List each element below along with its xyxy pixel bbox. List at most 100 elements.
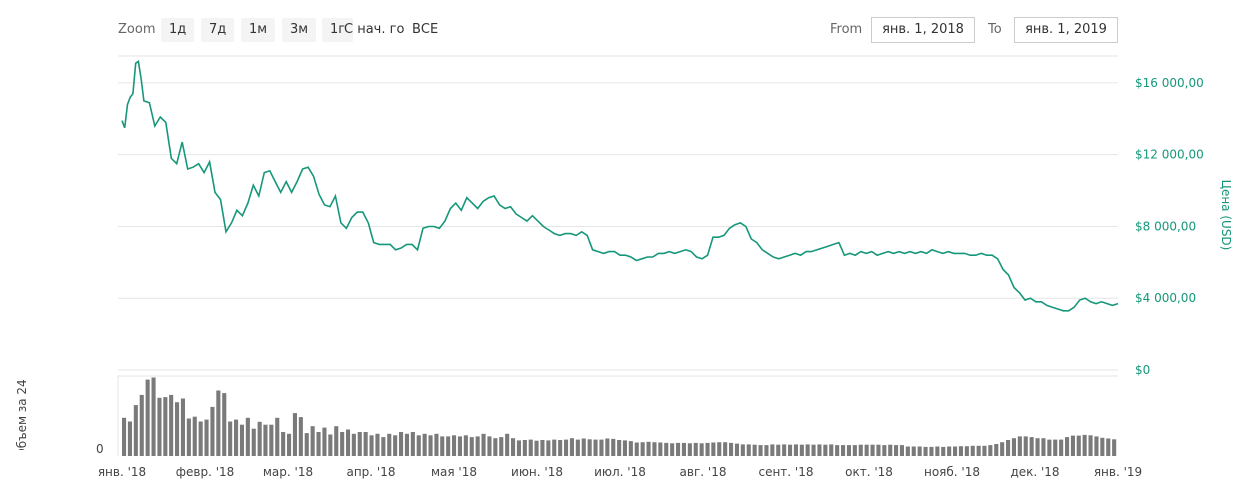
volume-bar bbox=[729, 442, 734, 456]
volume-bar bbox=[1059, 439, 1064, 456]
volume-bar bbox=[186, 418, 191, 456]
price-y-tick-label: $8 000,00 bbox=[1135, 219, 1196, 233]
x-tick-label: нояб. '18 bbox=[924, 465, 980, 479]
volume-bar bbox=[835, 445, 840, 456]
zoom-1y-button[interactable]: 1г bbox=[322, 18, 354, 42]
volume-bar bbox=[805, 444, 810, 456]
volume-bar bbox=[522, 440, 527, 456]
volume-bar bbox=[905, 446, 910, 456]
volume-bar bbox=[664, 442, 669, 456]
volume-bar bbox=[322, 427, 327, 456]
volume-bar bbox=[864, 444, 869, 456]
volume-bar bbox=[239, 424, 244, 456]
volume-bar bbox=[941, 446, 946, 456]
from-date-input[interactable] bbox=[871, 17, 975, 43]
volume-bar bbox=[988, 445, 993, 456]
volume-bar bbox=[758, 445, 763, 456]
volume-bar bbox=[687, 443, 692, 456]
volume-bar bbox=[634, 442, 639, 456]
volume-bar bbox=[175, 402, 180, 456]
zoom-all-button[interactable]: ВСЕ bbox=[412, 22, 439, 37]
volume-bar bbox=[457, 436, 462, 456]
volume-bar bbox=[228, 421, 233, 456]
x-tick-label: окт. '18 bbox=[845, 465, 893, 479]
volume-bar bbox=[764, 445, 769, 456]
volume-bar bbox=[876, 444, 881, 456]
volume-title-svg: Объем за 24ч bbox=[15, 372, 29, 457]
volume-bar bbox=[746, 444, 751, 456]
volume-bar bbox=[858, 444, 863, 456]
zoom-ytd-button[interactable]: С нач. го bbox=[344, 22, 405, 37]
volume-bar bbox=[469, 437, 474, 456]
volume-bar bbox=[145, 379, 150, 456]
volume-bar bbox=[605, 438, 610, 456]
volume-bar bbox=[1029, 437, 1034, 456]
volume-bar bbox=[340, 432, 345, 456]
volume-bar bbox=[964, 446, 969, 456]
volume-bar bbox=[222, 393, 227, 456]
volume-zero-tick: 0 bbox=[96, 442, 104, 456]
volume-bar bbox=[1023, 436, 1028, 456]
to-date-input[interactable] bbox=[1014, 17, 1118, 43]
x-tick-label: июн. '18 bbox=[511, 465, 563, 479]
volume-bar bbox=[334, 426, 339, 456]
volume-bar bbox=[487, 436, 492, 456]
zoom-7d-button[interactable]: 7д bbox=[201, 18, 235, 42]
volume-bar bbox=[180, 398, 185, 456]
volume-bar bbox=[811, 444, 816, 456]
volume-bar bbox=[399, 432, 404, 456]
volume-bar bbox=[216, 390, 221, 456]
volume-bar bbox=[841, 445, 846, 456]
volume-axis-label: Объем за 24ч bbox=[15, 380, 29, 450]
volume-bar bbox=[681, 442, 686, 456]
volume-bar bbox=[734, 443, 739, 456]
volume-bar bbox=[711, 442, 716, 456]
volume-bar bbox=[381, 437, 386, 456]
volume-bar bbox=[263, 424, 268, 456]
volume-bar bbox=[281, 432, 286, 456]
volume-bar bbox=[776, 444, 781, 456]
volume-bar bbox=[192, 416, 197, 456]
volume-bar bbox=[287, 433, 292, 456]
volume-bar bbox=[752, 444, 757, 456]
volume-bar bbox=[929, 446, 934, 456]
volume-bar bbox=[693, 442, 698, 456]
volume-bar bbox=[316, 432, 321, 456]
volume-bar bbox=[917, 446, 922, 456]
volume-bar bbox=[575, 439, 580, 456]
volume-bar bbox=[740, 444, 745, 456]
zoom-1m-button[interactable]: 1м bbox=[241, 18, 276, 42]
volume-bar bbox=[676, 442, 681, 456]
volume-bar bbox=[870, 444, 875, 456]
volume-bar bbox=[298, 417, 303, 456]
volume-bar bbox=[622, 440, 627, 456]
volume-bar bbox=[569, 438, 574, 456]
volume-bar bbox=[493, 438, 498, 456]
volume-bar bbox=[133, 405, 138, 456]
volume-bar bbox=[882, 445, 887, 456]
volume-bar bbox=[416, 435, 421, 456]
volume-bar bbox=[888, 444, 893, 456]
zoom-3m-button[interactable]: 3м bbox=[282, 18, 317, 42]
volume-bar bbox=[953, 446, 958, 456]
to-label: To bbox=[988, 22, 1002, 37]
x-tick-label: сент. '18 bbox=[758, 465, 813, 479]
volume-bar bbox=[516, 440, 521, 456]
volume-bar bbox=[210, 406, 215, 456]
volume-bar bbox=[452, 435, 457, 456]
volume-bar bbox=[157, 397, 162, 456]
volume-bar bbox=[481, 433, 486, 456]
volume-bar bbox=[1112, 439, 1117, 456]
volume-bar bbox=[204, 419, 209, 456]
volume-bar bbox=[528, 439, 533, 456]
volume-bar bbox=[1000, 442, 1005, 456]
volume-bar bbox=[1106, 438, 1111, 456]
price-y-tick-label: $0 bbox=[1135, 363, 1150, 377]
zoom-1d-button[interactable]: 1д bbox=[161, 18, 195, 42]
volume-bar bbox=[440, 436, 445, 456]
price-y-axis: $16 000,00 $12 000,00 $8 000,00 $4 000,00 $0 bbox=[1135, 76, 1204, 377]
price-y-tick-label: $16 000,00 bbox=[1135, 76, 1204, 90]
volume-bar bbox=[911, 446, 916, 456]
volume-bar bbox=[534, 440, 539, 456]
